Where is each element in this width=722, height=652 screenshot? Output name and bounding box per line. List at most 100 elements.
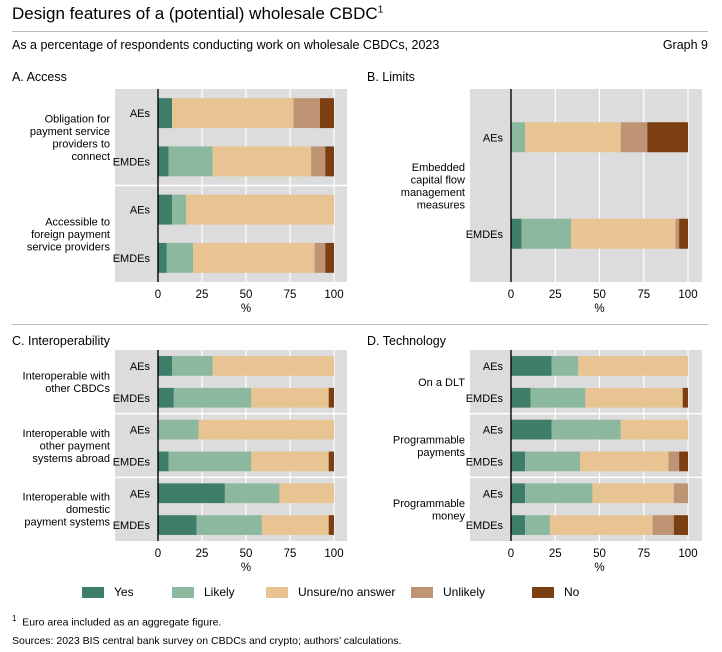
- panel-a-group-label-line: providers to: [53, 139, 110, 151]
- panel-d-bar-segment-emdes-unsure-no-answer: [585, 387, 683, 408]
- panel-c-bar-segment-emdes-likely: [196, 515, 262, 535]
- panel-a-category-label: AEs: [130, 108, 151, 120]
- panel-c-group-label-line: Interoperable with: [23, 492, 110, 504]
- panel-d-bar-segment-aes-yes: [511, 419, 552, 440]
- legend-item-likely: Likely: [172, 585, 235, 599]
- panel-c-bar-segment-aes-yes: [158, 356, 173, 376]
- panel-d-bar-segment-aes-likely: [525, 483, 593, 504]
- panel-a-bar-segment-aes-likely: [172, 194, 187, 225]
- panel-b-group-label-line: management: [401, 187, 465, 199]
- panel-b-axis-label: %: [594, 303, 604, 315]
- panel-c-bar-segment-emdes-no: [328, 451, 334, 472]
- panel-c-category-label: EMDEs: [113, 456, 151, 468]
- panel-a-bar-segment-aes-yes: [158, 98, 173, 129]
- panel-a-bar-segment-emdes-unlikely: [311, 146, 326, 177]
- panel-d-category-label: AEs: [483, 488, 504, 500]
- panel-c-bar-segment-emdes-unsure-no-answer: [261, 515, 329, 535]
- panel-b-group-label-line: Embedded: [412, 162, 465, 174]
- panel-d-group-label-line: Programmable: [393, 434, 465, 446]
- panel-c-bar-segment-aes-unsure-no-answer: [212, 356, 334, 376]
- panel-b-bar-segment-emdes-unlikely: [675, 218, 680, 249]
- panel-d-bar-segment-emdes-unlikely: [668, 451, 680, 472]
- panel-c-group-label-line: Interoperable with: [23, 371, 110, 383]
- panel-d-bar-segment-emdes-no: [673, 515, 688, 535]
- panel-c-group-label-line: domestic: [66, 504, 111, 516]
- legend-swatch-yes: [82, 586, 104, 598]
- panel-c-category-label: EMDEs: [113, 393, 151, 405]
- title-rule: [12, 31, 708, 32]
- panel-a-bar-segment-emdes-unlikely: [314, 242, 326, 273]
- panel-c-title: C. Interoperability: [12, 334, 111, 348]
- panel-a-group-label-line: Accessible to: [45, 216, 110, 228]
- panel-d-bar-segment-emdes-likely: [525, 451, 581, 472]
- panel-c-tick-label: 25: [196, 548, 209, 560]
- footnote: 1 Euro area included as an aggregate fig…: [12, 614, 221, 629]
- panel-d-category-label: AEs: [483, 361, 504, 373]
- legend-swatch-unsure: [266, 586, 288, 598]
- panel-a-bar-segment-emdes-no: [325, 146, 334, 177]
- panel-a-group-label-line: connect: [71, 151, 110, 163]
- panel-b-bar-segment-emdes-yes: [511, 218, 522, 249]
- panel-b-title: B. Limits: [367, 70, 415, 84]
- panel-d-bar-segment-aes-likely: [551, 356, 579, 376]
- panel-d-bar-segment-emdes-yes: [511, 387, 531, 408]
- panel-d-category-label: EMDEs: [466, 393, 504, 405]
- panel-b-bar-segment-aes-unsure-no-answer: [525, 122, 621, 153]
- legend-item-no: No: [532, 585, 579, 599]
- panel-b-tick-label: 100: [678, 289, 697, 301]
- panel-b-group-label-line: measures: [417, 199, 466, 211]
- panel-a-bar-segment-aes-unsure-no-answer: [172, 98, 294, 129]
- panel-c-bar-segment-emdes-yes: [158, 515, 197, 535]
- panel-divider: [12, 324, 708, 325]
- panel-d-bar-segment-aes-unsure-no-answer: [592, 483, 674, 504]
- panel-d-tick-label: 100: [678, 548, 697, 560]
- panel-d-bar-segment-aes-unsure-no-answer: [620, 419, 688, 440]
- panel-b-group-label-line: capital flow: [411, 174, 465, 186]
- panel-a-bar-segment-emdes-likely: [168, 146, 213, 177]
- panel-c-bar-segment-aes-likely: [158, 419, 199, 440]
- panel-d-bar-segment-emdes-yes: [511, 515, 526, 535]
- legend-item-unsure: Unsure/no answer: [266, 585, 395, 599]
- panel-a-group-label-line: payment service: [30, 126, 110, 138]
- panel-b-bar-segment-emdes-unsure-no-answer: [571, 218, 676, 249]
- legend-label-yes: Yes: [114, 585, 134, 599]
- panel-d-bar-segment-aes-yes: [511, 483, 526, 504]
- panel-c-bar-segment-emdes-unsure-no-answer: [251, 387, 329, 408]
- panel-a-bar-segment-aes-unsure-no-answer: [186, 194, 334, 225]
- panel-d-bar-segment-emdes-yes: [511, 451, 526, 472]
- panel-d-plot-area: [470, 350, 702, 541]
- panel-d-bar-segment-emdes-likely: [525, 515, 550, 535]
- panel-c-axis-label: %: [241, 562, 251, 574]
- panel-d-category-label: EMDEs: [466, 520, 504, 532]
- panel-c-bar-segment-emdes-likely: [168, 451, 252, 472]
- panel-d-bar-segment-emdes-unsure-no-answer: [580, 451, 669, 472]
- panel-a-category-label: EMDEs: [113, 253, 151, 265]
- panel-c-tick-label: 75: [284, 548, 297, 560]
- panel-d-tick-label: 75: [637, 548, 650, 560]
- panel-d-tick-label: 0: [508, 548, 514, 560]
- panel-b-bar-segment-aes-likely: [511, 122, 526, 153]
- panel-d-category-label: EMDEs: [466, 456, 504, 468]
- panel-c-tick-label: 0: [155, 548, 161, 560]
- panel-d-bar-segment-emdes-likely: [530, 387, 586, 408]
- panel-a-axis-label: %: [241, 303, 251, 315]
- panel-d-axis-label: %: [594, 562, 604, 574]
- legend-label-likely: Likely: [204, 585, 235, 599]
- panel-b-tick-label: 25: [549, 289, 562, 301]
- legend-swatch-unlikely: [411, 586, 433, 598]
- panel-c-category-label: AEs: [130, 425, 151, 437]
- chart-title: Design features of a (potential) wholesa…: [12, 4, 384, 23]
- panel-d-group-label-line: money: [432, 510, 466, 522]
- panel-d-bar-segment-aes-unsure-no-answer: [578, 356, 688, 376]
- panel-d-bar-segment-aes-yes: [511, 356, 552, 376]
- panel-a-category-label: AEs: [130, 205, 151, 217]
- title-footnote-marker: 1: [377, 4, 384, 16]
- legend-label-unlikely: Unlikely: [443, 585, 486, 599]
- panel-c-bar-segment-emdes-likely: [173, 387, 252, 408]
- panel-a-group-label-line: Obligation for: [45, 114, 111, 126]
- panel-b-bar-segment-aes-unlikely: [620, 122, 648, 153]
- panel-d-group-label-line: On a DLT: [418, 377, 465, 389]
- panel-b-bar-segment-aes-no: [647, 122, 688, 153]
- panel-d-bar-segment-emdes-no: [682, 387, 688, 408]
